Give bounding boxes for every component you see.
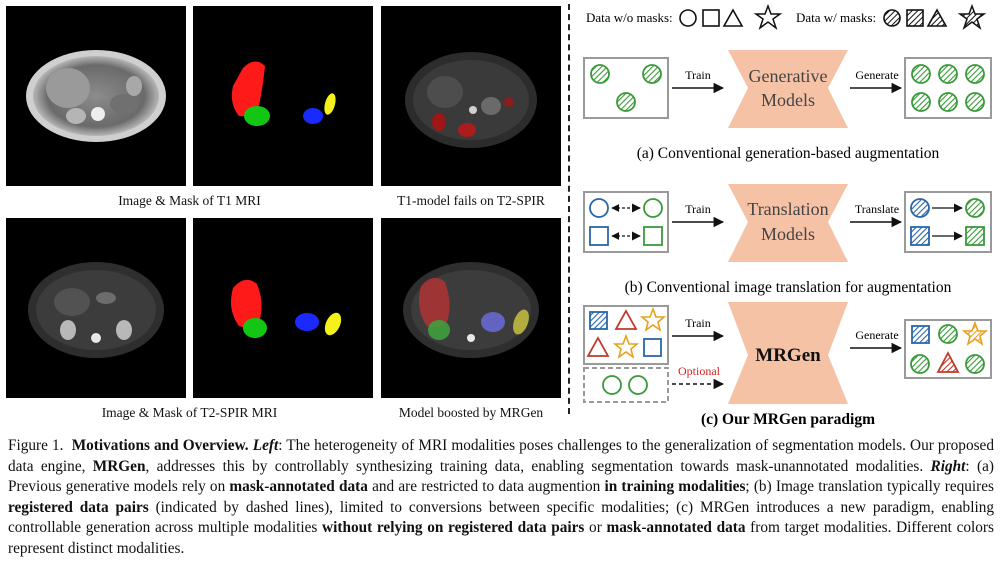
b-output-blue-circle	[910, 198, 930, 218]
figure-caption: Figure 1. Motivations and Overview. Left…	[8, 436, 994, 560]
vertical-divider	[568, 4, 570, 414]
a-generative-models-box	[728, 50, 848, 128]
a-output-circle	[965, 64, 985, 84]
legend-circle-icon	[679, 9, 697, 27]
caption-bold: in training modalities	[604, 478, 746, 496]
c-train-label: Train	[685, 316, 711, 330]
t2-mask-image	[193, 218, 373, 398]
legend-square-icon	[702, 9, 720, 27]
caption-bold: registered data pairs	[8, 498, 149, 516]
t1-mask-illustration	[231, 61, 336, 126]
c-input-red-triangle	[614, 309, 638, 330]
t2-mri-illustration	[28, 262, 164, 358]
legend-star-icon	[753, 3, 783, 31]
c-generate-label: Generate	[855, 328, 898, 342]
caption-text: , addresses this by controllably synthes…	[145, 457, 931, 475]
c-output-green-circle	[910, 354, 930, 374]
c-output-green-circle	[965, 354, 985, 374]
b-translate-label: Translate	[855, 202, 899, 216]
a-box-line2: Models	[761, 90, 815, 110]
legend-without-masks: Data w/o masks:	[586, 10, 673, 25]
caption-text: : The heterogeneity of MRI modalities po…	[8, 437, 994, 475]
caption-text: ; (b) Image translation typically requir…	[745, 478, 994, 496]
c-optional-circle	[628, 375, 648, 395]
c-input-orange-star	[612, 333, 640, 359]
caption-bold: without relying on registered data pairs	[322, 519, 585, 537]
c-input-red-triangle	[586, 336, 610, 357]
legend-hatched-triangle-icon	[926, 8, 948, 27]
a-train-label: Train	[685, 68, 711, 82]
mrgen-boosted-image	[381, 218, 561, 398]
figure-title: Motivations and Overview.	[71, 437, 249, 454]
caption-mrgen-boosted: Model boosted by MRGen	[398, 405, 544, 420]
c-output-blue-square	[911, 325, 930, 344]
c-input-orange-star	[639, 306, 667, 332]
a-output-circle	[938, 64, 958, 84]
caption-t2-image-mask: Image & Mask of T2-SPIR MRI	[101, 405, 278, 420]
right-label: Right	[930, 457, 966, 475]
c-input-blue-square	[643, 338, 662, 357]
b-green-square	[643, 226, 663, 246]
caption-bold: mask-annotated data	[606, 519, 746, 537]
t1-model-fail-illustration	[405, 52, 537, 148]
c-optional-label: Optional	[678, 364, 721, 378]
t2-mri-image	[6, 218, 186, 398]
left-label: Left	[252, 437, 279, 454]
c-input-blue-square	[589, 311, 608, 330]
legend-hatched-star-icon	[957, 3, 987, 31]
a-output-circle	[965, 92, 985, 112]
legend-hatched-square-icon	[906, 9, 924, 27]
b-output-green-circle	[965, 198, 985, 218]
t1-model-fail-image	[381, 6, 561, 186]
caption-text: or	[584, 519, 607, 537]
caption-bold: MRGen	[92, 457, 146, 475]
b-output-blue-square	[910, 226, 930, 246]
a-output-circle	[911, 92, 931, 112]
c-caption: (c) Our MRGen paradigm	[701, 411, 875, 428]
t2-mask-illustration	[231, 279, 342, 338]
t1-mask-image	[193, 6, 373, 186]
b-blue-circle	[589, 198, 609, 218]
c-optional-circle	[602, 375, 622, 395]
c-output-orange-star	[961, 320, 989, 346]
a-output-circle	[911, 64, 931, 84]
caption-text: : (a) Previous generative models rely on	[8, 457, 994, 496]
c-output-green-circle	[938, 324, 958, 344]
c-optional-box	[583, 367, 669, 403]
c-mrgen-label: MRGen	[755, 345, 821, 366]
legend-hatched-circle-icon	[883, 9, 901, 27]
a-caption: (a) Conventional generation-based augmen…	[637, 145, 940, 162]
caption-text: from target modalities. Different colors…	[8, 519, 994, 557]
c-output-red-triangle	[936, 351, 960, 373]
a-input-circle	[616, 92, 636, 112]
legend-with-masks: Data w/ masks:	[796, 10, 876, 25]
a-box-line1: Generative	[749, 66, 828, 86]
caption-bold: mask-annotated data	[229, 478, 368, 496]
caption-text: and are restricted to data augmention	[367, 478, 605, 496]
b-train-label: Train	[685, 202, 711, 216]
b-blue-square	[589, 226, 609, 246]
t1-mri-illustration	[26, 50, 166, 142]
legend-triangle-icon	[722, 8, 744, 27]
paradigm-diagram: Data w/o masks: Data w/ masks: Train Gen…	[583, 3, 992, 428]
mrgen-boosted-illustration	[403, 262, 539, 358]
b-output-green-square	[965, 226, 985, 246]
caption-t1-image-mask: Image & Mask of T1 MRI	[118, 193, 261, 208]
a-input-circle	[590, 64, 610, 84]
b-caption: (b) Conventional image translation for a…	[625, 279, 952, 296]
a-output-circle	[938, 92, 958, 112]
a-input-circle	[642, 64, 662, 84]
b-box-line2: Models	[761, 224, 815, 244]
figure-label: Figure 1.	[8, 437, 64, 454]
b-green-circle	[643, 198, 663, 218]
b-box-line1: Translation	[747, 199, 828, 219]
b-translation-models-box	[728, 184, 848, 262]
caption-t1-model-fails: T1-model fails on T2-SPIR	[397, 193, 545, 208]
caption-text: (indicated by dashed lines), limited to …	[8, 498, 994, 537]
c-mrgen-box	[728, 302, 848, 404]
t1-mri-image	[6, 6, 186, 186]
a-generate-label: Generate	[855, 68, 898, 82]
